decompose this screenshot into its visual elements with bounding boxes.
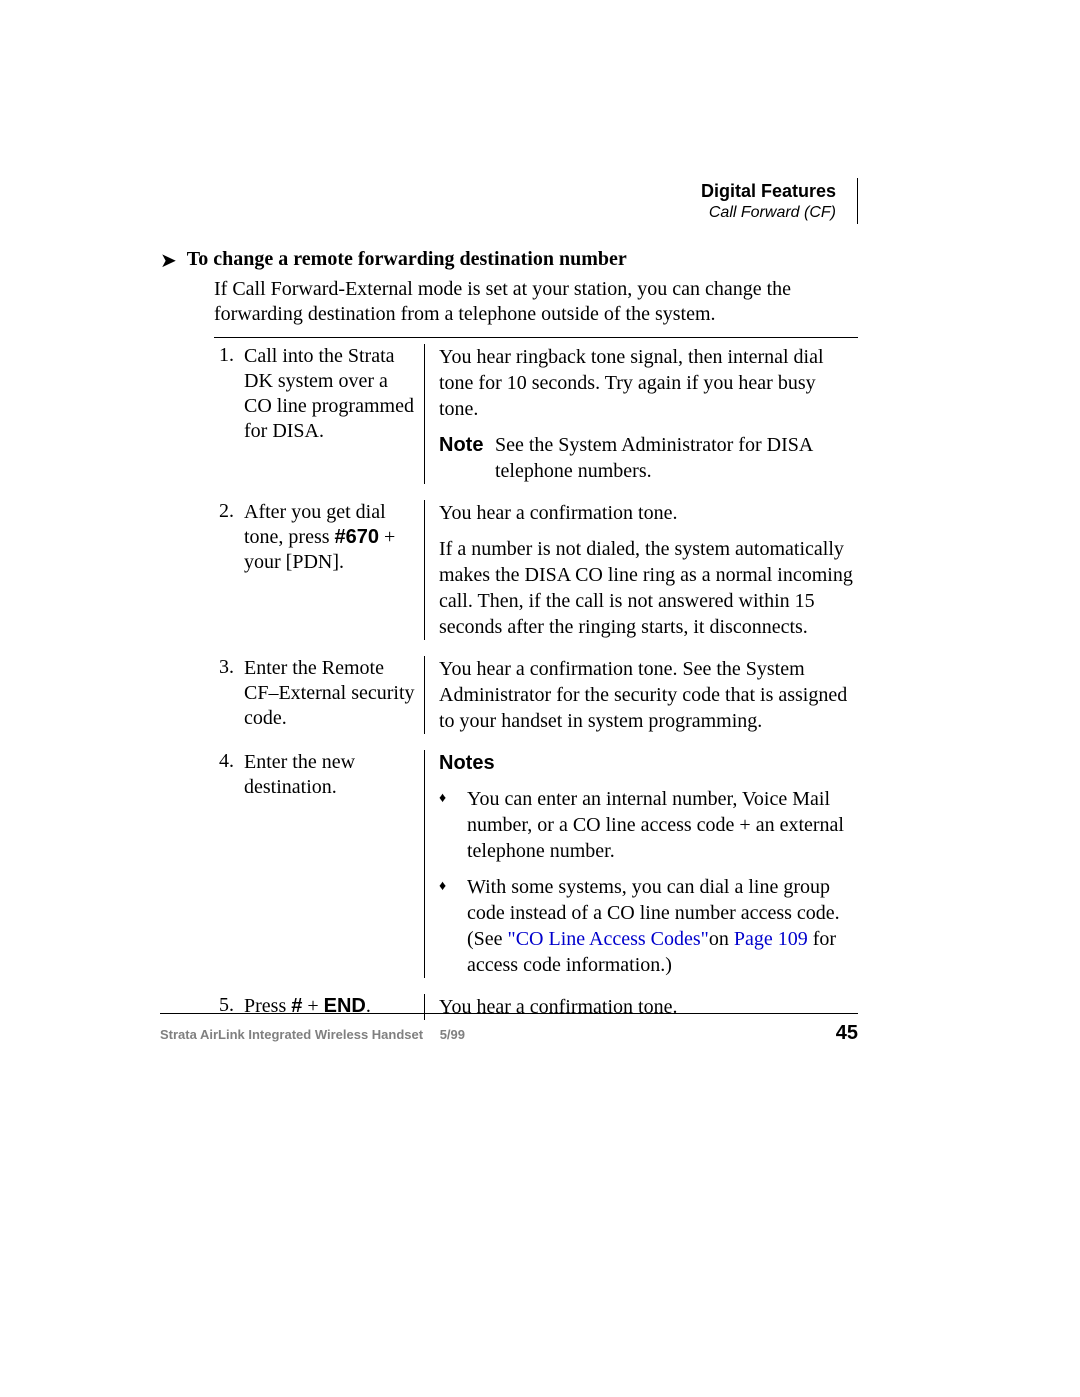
result-text: You hear a confirmation tone. [439, 500, 858, 526]
steps-table: 1. Call into the Strata DK system over a… [214, 337, 858, 1030]
section-intro: If Call Forward-External mode is set at … [214, 277, 858, 327]
notes-list: ♦ You can enter an internal number, Voic… [439, 786, 858, 978]
step-number: 3. [214, 656, 244, 731]
step-result: You hear ringback tone signal, then inte… [424, 344, 858, 484]
notes-label: Notes [439, 750, 858, 776]
page-number: 45 [836, 1022, 858, 1045]
procedure-section: ➤ To change a remote forwarding destinat… [160, 248, 858, 1030]
page-footer: Strata AirLink Integrated Wireless Hands… [160, 1013, 858, 1045]
document-page: Digital Features Call Forward (CF) ➤ To … [0, 0, 1080, 1397]
step-row: 1. Call into the Strata DK system over a… [214, 338, 858, 494]
bullet-text: You can enter an internal number, Voice … [467, 786, 858, 864]
arrow-icon: ➤ [160, 251, 177, 271]
page-header: Digital Features Call Forward (CF) [701, 180, 848, 223]
step-result: Notes ♦ You can enter an internal number… [424, 750, 858, 978]
step-row: 4. Enter the new destination. Notes ♦ Yo… [214, 744, 858, 988]
bullet-mid: on [709, 928, 734, 950]
section-title: To change a remote forwarding destinatio… [187, 248, 627, 271]
step-action: After you get dial tone, press #670 + yo… [244, 500, 416, 575]
note-label: Note [439, 432, 495, 484]
note-block: Note See the System Administrator for DI… [439, 432, 858, 484]
step-action: Enter the new destination. [244, 750, 416, 800]
step-left: 4. Enter the new destination. [214, 750, 424, 800]
bullet-icon: ♦ [439, 786, 467, 864]
header-subtitle: Call Forward (CF) [701, 203, 836, 223]
step-result: You hear a confirmation tone. See the Sy… [424, 656, 858, 734]
result-text: You hear a confirmation tone. See the Sy… [439, 656, 858, 734]
step-row: 3. Enter the Remote CF–External security… [214, 650, 858, 744]
action-code: #670 [335, 526, 380, 548]
step-number: 4. [214, 750, 244, 800]
step-number: 2. [214, 500, 244, 575]
page-ref-link[interactable]: Page 109 [734, 928, 808, 950]
list-item: ♦ You can enter an internal number, Voic… [439, 786, 858, 864]
step-row: 2. After you get dial tone, press #670 +… [214, 494, 858, 650]
cross-ref-link[interactable]: "CO Line Access Codes" [508, 928, 709, 950]
result-text: If a number is not dialed, the system au… [439, 536, 858, 640]
note-text: See the System Administrator for DISA te… [495, 432, 858, 484]
step-left: 3. Enter the Remote CF–External security… [214, 656, 424, 731]
step-number: 1. [214, 344, 244, 444]
header-divider [857, 178, 858, 224]
section-heading: ➤ To change a remote forwarding destinat… [160, 248, 858, 271]
step-left: 1. Call into the Strata DK system over a… [214, 344, 424, 444]
step-action: Call into the Strata DK system over a CO… [244, 344, 416, 444]
result-text: You hear ringback tone signal, then inte… [439, 344, 858, 422]
list-item: ♦ With some systems, you can dial a line… [439, 874, 858, 978]
step-result: You hear a confirmation tone. If a numbe… [424, 500, 858, 640]
step-action: Enter the Remote CF–External security co… [244, 656, 416, 731]
bullet-icon: ♦ [439, 874, 467, 978]
header-title: Digital Features [701, 180, 836, 203]
footer-doc-title: Strata AirLink Integrated Wireless Hands… [160, 1027, 465, 1042]
step-left: 2. After you get dial tone, press #670 +… [214, 500, 424, 575]
bullet-text: With some systems, you can dial a line g… [467, 874, 858, 978]
